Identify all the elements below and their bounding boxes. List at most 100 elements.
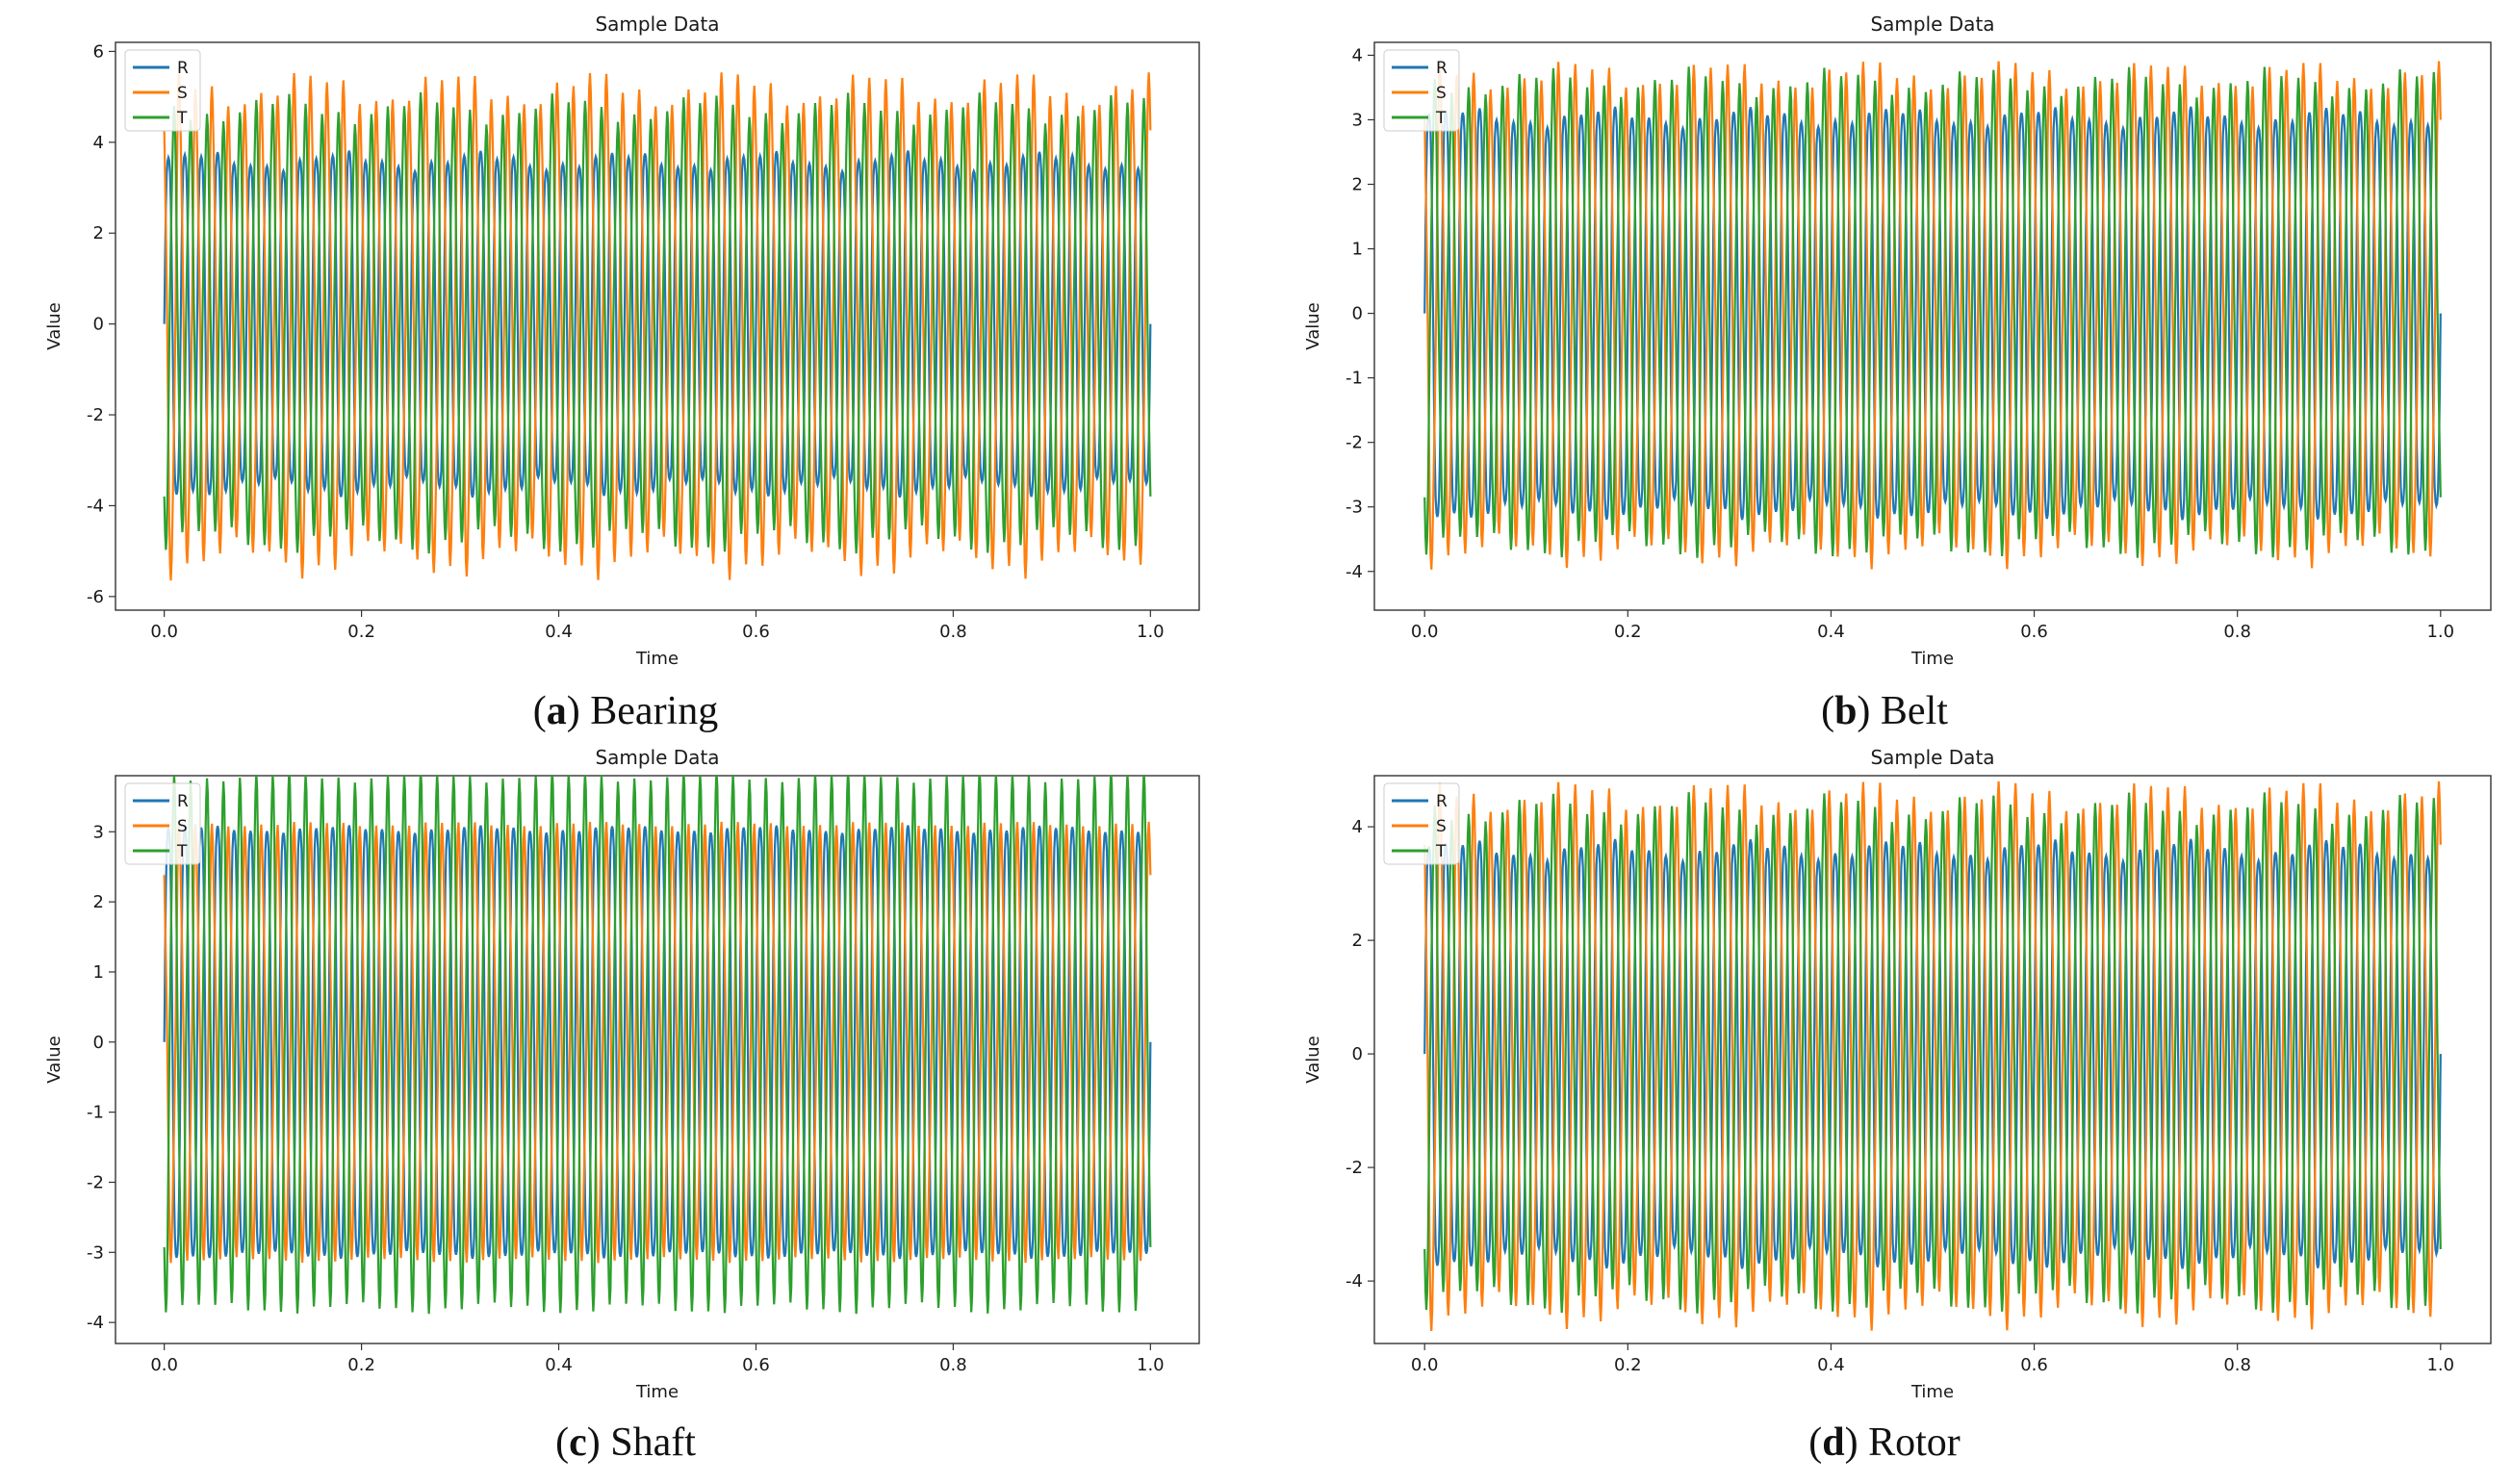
- y-tick-label: 0: [1352, 304, 1363, 324]
- y-tick-label: 1: [93, 962, 104, 983]
- legend-box: [124, 49, 201, 132]
- x-tick-label: 0.4: [1817, 1355, 1845, 1375]
- y-tick-label: 3: [93, 822, 104, 842]
- legend-entry-T: T: [176, 109, 188, 128]
- panel-caption: (c) Shaft: [555, 1420, 696, 1465]
- y-tick-label: -2: [1346, 1158, 1363, 1178]
- y-tick-label: -3: [1346, 498, 1363, 518]
- chart-panel-a: Sample Data 0.0 0.2 0.4 0.6 0.8 1.0 -6 -4 -2 0 2 4 6 T…: [44, 13, 1200, 733]
- y-tick-label: 0: [93, 1033, 104, 1053]
- x-tick-label: 0.2: [347, 1355, 375, 1375]
- x-tick-label: 0.4: [545, 622, 573, 642]
- series-line-T: [163, 776, 1152, 1315]
- series-line-S: [1423, 780, 2442, 1331]
- x-tick-label: 0.2: [347, 622, 375, 642]
- y-tick-label: -1: [87, 1103, 104, 1123]
- caption-letter: b: [1834, 689, 1857, 733]
- chart-title: Sample Data: [1870, 13, 1994, 36]
- chart-title: Sample Data: [1870, 746, 1994, 769]
- y-axis-label: Value: [44, 302, 64, 349]
- legend-entry-S: S: [1436, 817, 1447, 836]
- x-tick-label: 0.0: [1411, 622, 1439, 642]
- caption-text: Shaft: [610, 1420, 696, 1465]
- x-tick-label: 1.0: [1137, 622, 1165, 642]
- panel-caption: (b) Belt: [1821, 689, 1948, 733]
- series-line-R: [163, 150, 1152, 499]
- legend-box: [124, 782, 201, 865]
- chart-title: Sample Data: [595, 13, 719, 36]
- series-line-R: [163, 825, 1152, 1260]
- legend-entry-R: R: [1436, 792, 1448, 811]
- caption-letter: a: [547, 689, 567, 733]
- x-tick-label: 0.8: [2223, 1355, 2251, 1375]
- y-tick-label: -4: [1346, 562, 1363, 582]
- x-tick-label: 0.4: [545, 1355, 573, 1375]
- caption-text: Belt: [1881, 689, 1948, 733]
- y-tick-label: -2: [87, 1172, 104, 1192]
- y-tick-label: -3: [87, 1242, 104, 1263]
- x-tick-label: 0.6: [2020, 622, 2048, 642]
- x-tick-label: 0.8: [939, 622, 967, 642]
- x-tick-label: 0.6: [742, 1355, 770, 1375]
- x-tick-label: 0.0: [150, 622, 178, 642]
- y-axis-label: Value: [1303, 302, 1323, 349]
- y-tick-label: -2: [1346, 433, 1363, 453]
- y-tick-label: -4: [87, 496, 104, 516]
- y-tick-label: 0: [93, 315, 104, 335]
- y-tick-label: 4: [1352, 45, 1363, 65]
- y-tick-label: 2: [93, 223, 104, 243]
- y-tick-label: 4: [93, 133, 104, 153]
- y-axis-label: Value: [1303, 1036, 1323, 1083]
- x-axis-label: Time: [635, 1382, 679, 1402]
- chart-panel-b: Sample Data 0.0 0.2 0.4 0.6 0.8 1.0 -4 -3 -2 -1 0 1 2…: [1303, 13, 2492, 733]
- legend-box: [1383, 49, 1460, 132]
- legend-entry-S: S: [177, 84, 188, 103]
- series-line-S: [163, 821, 1152, 1264]
- x-tick-label: 1.0: [1137, 1355, 1165, 1375]
- legend-entry-R: R: [177, 792, 189, 811]
- y-tick-label: 2: [93, 892, 104, 912]
- legend-entry-S: S: [177, 817, 188, 836]
- caption-text: Rotor: [1868, 1420, 1961, 1465]
- series-line-S: [163, 72, 1152, 581]
- panel-caption: (a) Bearing: [533, 689, 718, 733]
- y-tick-label: 4: [1352, 817, 1363, 837]
- y-tick-label: 6: [93, 41, 104, 62]
- legend-entry-R: R: [1436, 59, 1448, 78]
- series-line-T: [1423, 66, 2442, 558]
- x-tick-label: 0.0: [1411, 1355, 1439, 1375]
- chart-panel-c: Sample Data 0.0 0.2 0.4 0.6 0.8 1.0 -4 -3 -2 -1 0 1 2…: [44, 746, 1200, 1465]
- x-tick-label: 0.0: [150, 1355, 178, 1375]
- legend-entry-R: R: [177, 59, 189, 78]
- caption-text: Bearing: [590, 689, 718, 733]
- x-tick-label: 0.8: [939, 1355, 967, 1375]
- x-axis-label: Time: [1910, 1382, 1954, 1402]
- y-axis-label: Value: [44, 1036, 64, 1083]
- caption-letter: d: [1822, 1420, 1844, 1465]
- series-line-R: [1423, 106, 2442, 521]
- x-tick-label: 0.2: [1614, 1355, 1642, 1375]
- legend-entry-T: T: [1435, 109, 1447, 128]
- x-axis-label: Time: [635, 649, 679, 669]
- chart-title: Sample Data: [595, 746, 719, 769]
- x-tick-label: 1.0: [2426, 622, 2454, 642]
- x-tick-label: 0.6: [742, 622, 770, 642]
- y-tick-label: 0: [1352, 1044, 1363, 1064]
- y-tick-label: 2: [1352, 175, 1363, 195]
- y-tick-label: -4: [87, 1313, 104, 1333]
- x-tick-label: 0.2: [1614, 622, 1642, 642]
- legend-box: [1383, 782, 1460, 865]
- y-tick-label: -4: [1346, 1271, 1363, 1292]
- x-axis-label: Time: [1910, 649, 1954, 669]
- y-tick-label: -6: [87, 587, 104, 607]
- legend-entry-T: T: [176, 842, 188, 861]
- series-line-R: [1423, 838, 2442, 1269]
- y-tick-label: 1: [1352, 240, 1363, 260]
- x-tick-label: 1.0: [2426, 1355, 2454, 1375]
- legend-entry-T: T: [1435, 842, 1447, 861]
- y-tick-label: -2: [87, 405, 104, 425]
- x-tick-label: 0.8: [2223, 622, 2251, 642]
- y-tick-label: -1: [1346, 369, 1363, 389]
- y-tick-label: 2: [1352, 931, 1363, 951]
